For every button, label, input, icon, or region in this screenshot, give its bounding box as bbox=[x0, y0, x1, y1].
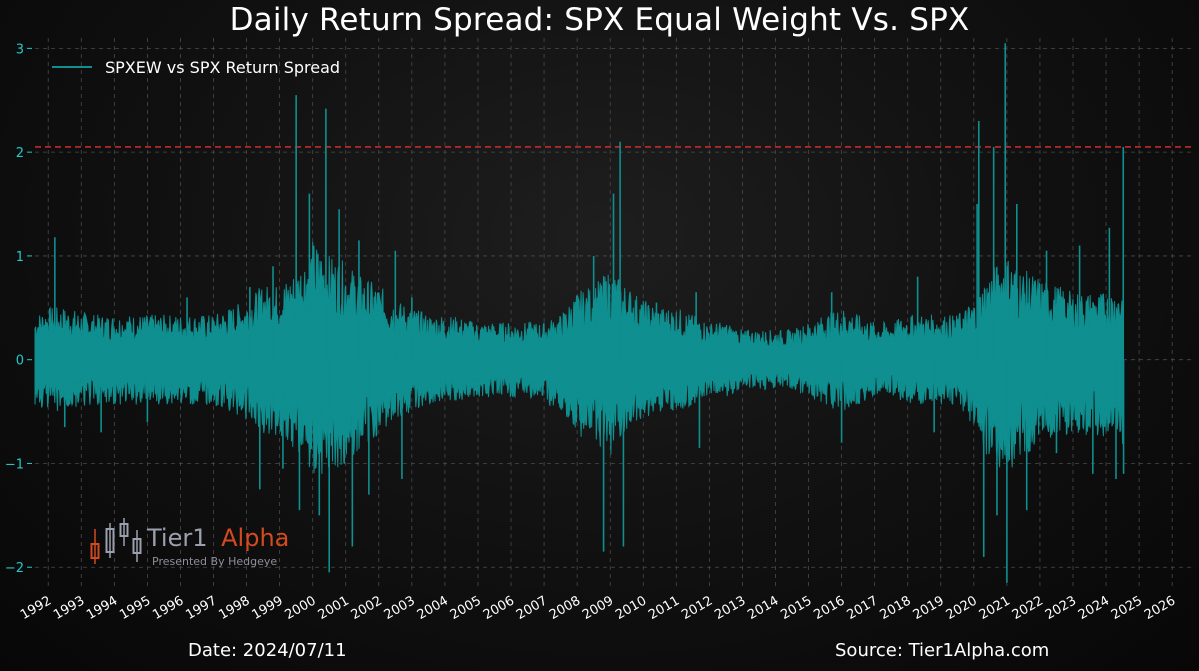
logo-name-part1: Tier1 bbox=[146, 524, 208, 552]
footer-date: Date: 2024/07/11 bbox=[188, 640, 347, 661]
logo-name-part2: Alpha bbox=[221, 524, 289, 552]
x-tick-label: 2005 bbox=[448, 593, 484, 623]
x-tick-label: 2019 bbox=[911, 593, 947, 623]
x-tick-label: 2003 bbox=[382, 593, 418, 623]
svg-text:Tier1 Alpha: Tier1 Alpha bbox=[146, 524, 289, 552]
x-tick-label: 2021 bbox=[977, 593, 1013, 623]
logo-subtitle: Presented By Hedgeye bbox=[152, 555, 277, 568]
x-tick-label: 2015 bbox=[778, 593, 814, 623]
x-tick-label: 2023 bbox=[1043, 593, 1079, 623]
x-tick-label: 2008 bbox=[547, 593, 583, 623]
chart-title: Daily Return Spread: SPX Equal Weight Vs… bbox=[229, 2, 970, 38]
y-tick-label: −1 bbox=[5, 457, 24, 472]
series-area bbox=[34, 241, 1124, 474]
x-tick-label: 2024 bbox=[1076, 593, 1112, 623]
footer-source: Source: Tier1Alpha.com bbox=[835, 640, 1050, 661]
x-tick-label: 2007 bbox=[514, 593, 550, 623]
tier1alpha-logo: Tier1 Alpha Presented By Hedgeye bbox=[90, 518, 289, 568]
x-tick-label: 1997 bbox=[183, 593, 219, 623]
x-tick-label: 2014 bbox=[745, 593, 781, 623]
x-tick-label: 2006 bbox=[481, 593, 517, 623]
x-tick-label: 2013 bbox=[712, 593, 748, 623]
y-tick-label: 3 bbox=[16, 42, 24, 57]
y-tick-label: 1 bbox=[16, 250, 24, 265]
x-tick-label: 2000 bbox=[283, 593, 319, 623]
x-tick-label: 2011 bbox=[646, 593, 682, 623]
y-tick-label: 0 bbox=[16, 354, 24, 369]
x-tick-label: 2025 bbox=[1109, 593, 1145, 623]
y-tick-label: 2 bbox=[16, 146, 24, 161]
x-tick-label: 2016 bbox=[811, 593, 847, 623]
x-tick-label: 1999 bbox=[249, 593, 285, 623]
legend-label: SPXEW vs SPX Return Spread bbox=[105, 58, 340, 77]
x-tick-label: 2009 bbox=[580, 593, 616, 623]
x-tick-label: 1996 bbox=[150, 593, 186, 623]
x-tick-label: 2018 bbox=[878, 593, 914, 623]
candlestick-icon bbox=[90, 518, 142, 564]
x-tick-label: 1994 bbox=[84, 593, 120, 623]
series-spikes bbox=[54, 43, 1125, 583]
x-tick-label: 2012 bbox=[679, 593, 715, 623]
y-tick-label: −2 bbox=[5, 561, 24, 576]
x-tick-label: 2002 bbox=[349, 593, 385, 623]
x-tick-label: 1998 bbox=[216, 593, 252, 623]
x-axis-ticks: 1992199319941995199619971998199920002001… bbox=[18, 593, 1178, 623]
x-tick-label: 2017 bbox=[844, 593, 880, 623]
legend: SPXEW vs SPX Return Spread bbox=[52, 58, 340, 77]
x-tick-label: 2022 bbox=[1010, 593, 1046, 623]
x-tick-label: 1995 bbox=[117, 593, 153, 623]
x-tick-label: 2004 bbox=[415, 593, 451, 623]
x-tick-label: 1992 bbox=[18, 593, 54, 623]
x-tick-label: 2026 bbox=[1142, 593, 1178, 623]
x-tick-label: 2001 bbox=[316, 593, 352, 623]
x-tick-label: 2020 bbox=[944, 593, 980, 623]
x-tick-label: 1993 bbox=[51, 593, 87, 623]
y-axis-ticks: −2 −1 0 1 2 3 bbox=[5, 42, 32, 576]
x-tick-label: 2010 bbox=[613, 593, 649, 623]
